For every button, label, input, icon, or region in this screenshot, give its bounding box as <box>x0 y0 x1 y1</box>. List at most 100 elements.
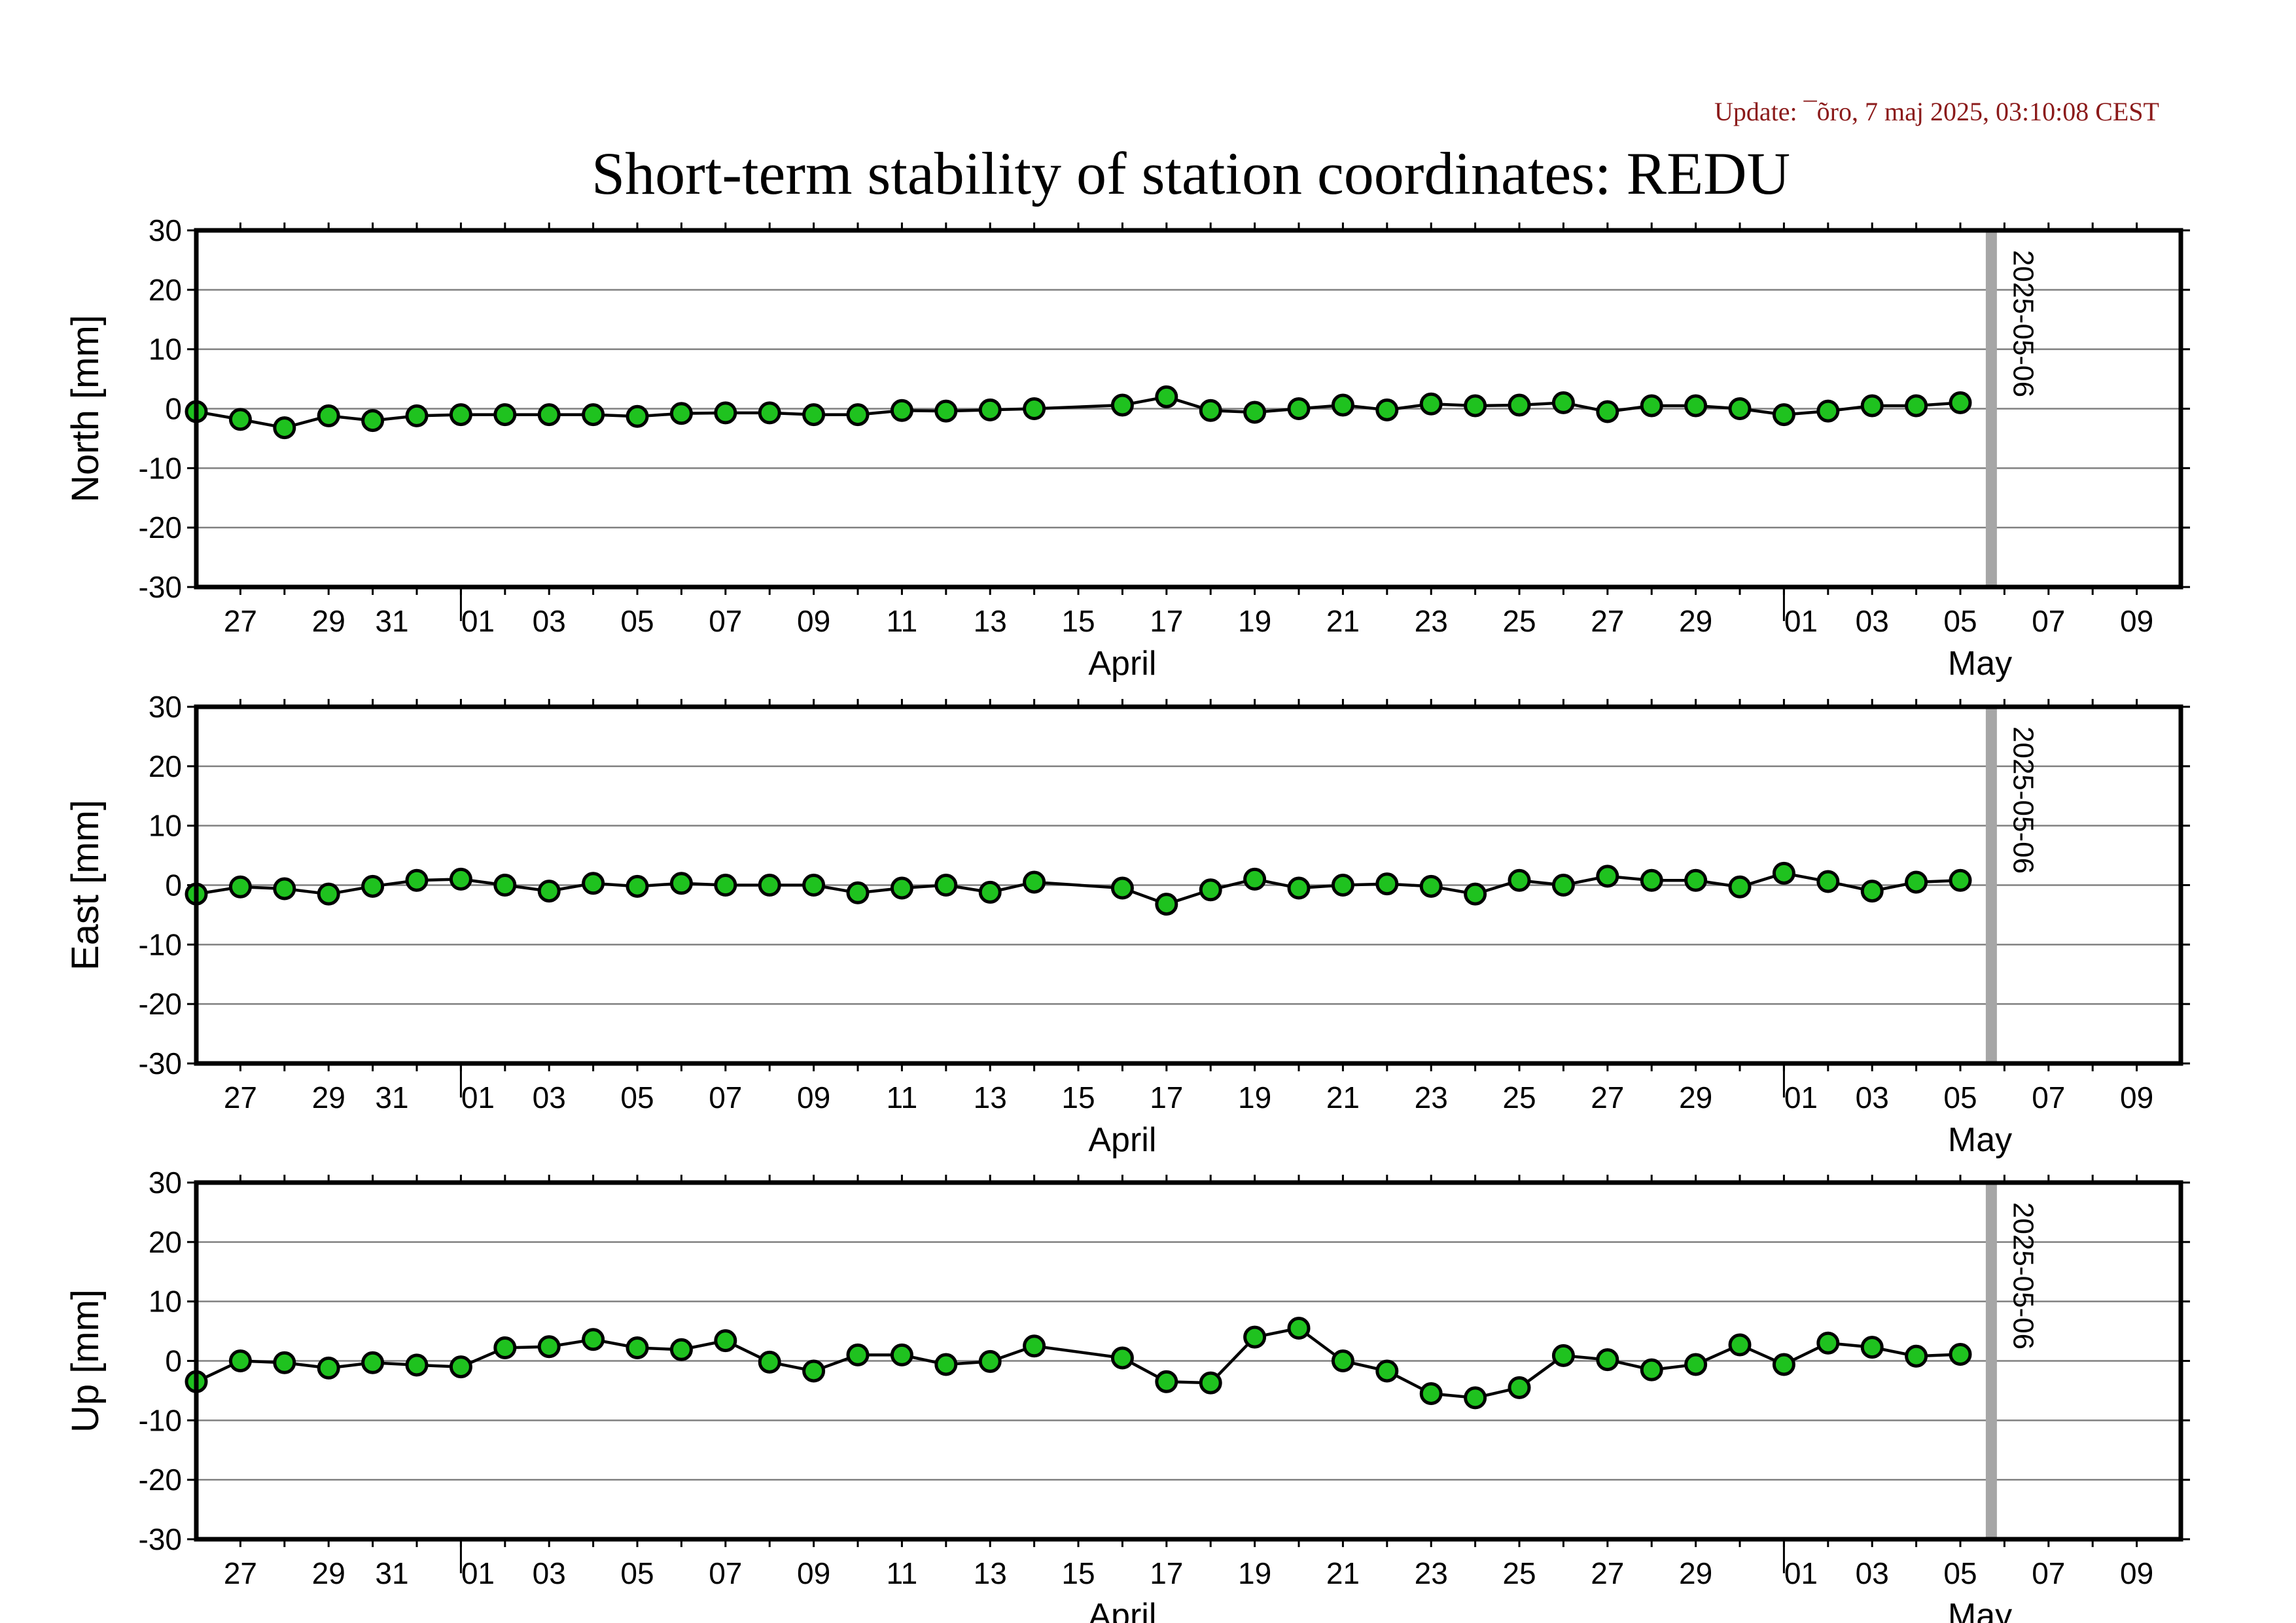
data-point <box>361 874 385 898</box>
data-point <box>1023 397 1046 420</box>
data-point <box>449 403 472 427</box>
data-point <box>714 401 737 425</box>
x-tick-label: 27 <box>1591 1080 1624 1115</box>
data-point <box>1860 1336 1884 1359</box>
x-tick-label: 07 <box>709 1080 742 1115</box>
y-tick-label: 0 <box>165 392 182 426</box>
data-point <box>1331 1349 1354 1372</box>
data-point <box>537 403 561 427</box>
data-point <box>1728 1333 1752 1357</box>
x-tick-label: 11 <box>887 604 918 638</box>
current-date-label: 2025-05-06 <box>2007 250 2039 397</box>
data-point <box>890 876 913 900</box>
data-point <box>1949 1343 1972 1366</box>
month-label: April <box>1088 1597 1156 1623</box>
x-tick-label: 15 <box>1061 604 1095 638</box>
x-tick-label: 03 <box>533 1080 566 1115</box>
x-tick-label: 09 <box>2120 1556 2153 1590</box>
data-point <box>1287 1317 1311 1340</box>
data-point <box>669 402 693 425</box>
data-point <box>1331 393 1354 417</box>
data-point <box>1905 1344 1928 1368</box>
panel-north: 30 20 10 0 -10 -20 -30 North [mm] 27 29 31 01 03 05 07… <box>64 213 2190 683</box>
y-tick-label: -30 <box>139 570 182 604</box>
data-point <box>758 874 781 897</box>
x-tick-label: 01 <box>1784 1556 1818 1590</box>
data-point <box>493 1336 517 1360</box>
x-tick-label: 27 <box>224 604 257 638</box>
data-point <box>273 416 296 440</box>
x-tick-label: 09 <box>797 1556 830 1590</box>
data-point <box>1551 391 1575 414</box>
data-point <box>626 1336 649 1360</box>
x-tick-label: 09 <box>797 604 830 638</box>
y-tick-label: 0 <box>165 868 182 902</box>
y-tick-label: -10 <box>139 927 182 961</box>
plot-frame <box>194 1180 2183 1542</box>
x-tick-label: 01 <box>461 1080 495 1115</box>
x-tick-label: 21 <box>1326 1080 1360 1115</box>
y-tick-label: -10 <box>139 451 182 485</box>
data-point <box>1728 875 1752 899</box>
data-point <box>1155 385 1178 408</box>
data-point <box>317 1356 340 1380</box>
x-tick-label: 31 <box>375 1556 408 1590</box>
data-point <box>1464 394 1487 418</box>
y-tick-label: -30 <box>139 1046 182 1080</box>
data-point <box>1684 868 1708 892</box>
x-tick-label: 19 <box>1238 604 1271 638</box>
plot-frame <box>194 228 2183 590</box>
x-tick-label: 07 <box>2032 1080 2065 1115</box>
data-point <box>934 874 958 897</box>
x-tick-label: 29 <box>1679 604 1712 638</box>
x-tick-label: 03 <box>533 1556 566 1590</box>
data-point <box>978 1349 1002 1373</box>
data-point <box>1464 1386 1487 1410</box>
data-point <box>582 1328 605 1351</box>
x-tick-label: 29 <box>312 604 345 638</box>
data-point <box>1243 867 1267 891</box>
data-point <box>317 404 340 427</box>
x-tick-label: 27 <box>1591 1556 1624 1590</box>
data-point <box>1640 1358 1663 1382</box>
data-point <box>1243 1325 1267 1349</box>
data-point <box>978 398 1002 421</box>
data-point <box>1949 868 1972 892</box>
data-point <box>1243 401 1267 424</box>
data-point <box>846 1343 870 1366</box>
y-tick-label: 10 <box>149 809 182 843</box>
data-point <box>493 403 517 427</box>
x-tick-label: 03 <box>533 604 566 638</box>
data-point <box>273 877 296 901</box>
x-tick-label: 09 <box>797 1080 830 1115</box>
x-tick-label: 27 <box>1591 604 1624 638</box>
data-point <box>1287 397 1311 420</box>
data-point <box>1596 865 1619 888</box>
current-date-label: 2025-05-06 <box>2007 726 2039 874</box>
data-point <box>1684 394 1708 418</box>
data-point <box>582 872 605 895</box>
x-tick-label: 05 <box>1943 604 1977 638</box>
x-tick-label: 11 <box>887 1556 918 1590</box>
x-tick-label: 05 <box>620 1556 654 1590</box>
x-tick-label: 17 <box>1150 604 1183 638</box>
data-point <box>1199 1371 1222 1395</box>
data-point <box>1375 872 1399 896</box>
x-tick-label: 03 <box>1856 604 1889 638</box>
data-point <box>934 1353 958 1376</box>
series-line <box>196 395 1961 429</box>
series-line <box>196 872 1961 906</box>
y-tick-label: 0 <box>165 1344 182 1378</box>
x-tick-label: 27 <box>224 1556 257 1590</box>
plot-frame <box>194 704 2183 1066</box>
x-tick-label: 15 <box>1061 1556 1095 1590</box>
data-point <box>361 1351 385 1374</box>
data-point <box>405 1353 429 1377</box>
data-point <box>1508 393 1531 417</box>
data-point <box>1684 1353 1708 1376</box>
data-point <box>1199 399 1222 422</box>
x-tick-label: 01 <box>1784 604 1818 638</box>
data-point <box>1860 394 1884 418</box>
data-point <box>669 1338 693 1361</box>
month-label: May <box>1948 645 2012 683</box>
